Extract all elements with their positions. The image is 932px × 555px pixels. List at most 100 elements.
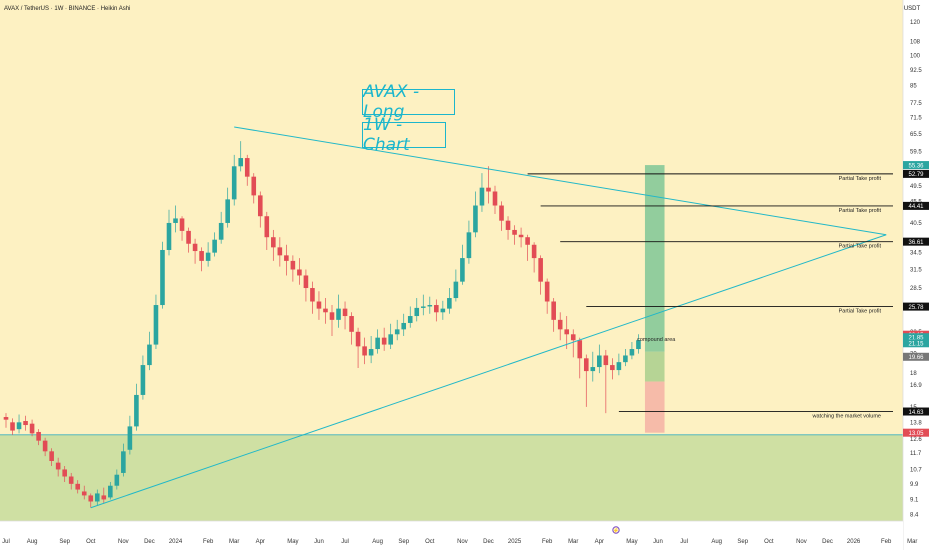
- candle-body[interactable]: [218, 222, 224, 240]
- candles-layer[interactable]: [3, 141, 641, 508]
- candle-body[interactable]: [62, 469, 67, 477]
- candle-body[interactable]: [81, 491, 87, 496]
- candle-body[interactable]: [453, 281, 459, 299]
- candle-body[interactable]: [75, 483, 81, 490]
- candle-body[interactable]: [94, 493, 100, 502]
- candle-body[interactable]: [212, 239, 217, 253]
- candle-body[interactable]: [134, 394, 139, 427]
- candle-body[interactable]: [121, 451, 126, 473]
- candle-body[interactable]: [447, 298, 452, 309]
- candle-body[interactable]: [512, 229, 517, 235]
- candle-body[interactable]: [297, 269, 302, 276]
- candle-body[interactable]: [362, 346, 367, 356]
- candle-body[interactable]: [636, 340, 641, 350]
- price-axis[interactable]: 12010810092.58577.571.565.559.549.545.54…: [902, 0, 932, 550]
- candle-body[interactable]: [525, 237, 530, 245]
- candle-body[interactable]: [597, 355, 602, 368]
- candle-body[interactable]: [381, 337, 387, 345]
- candle-body[interactable]: [492, 191, 498, 206]
- candle-body[interactable]: [434, 305, 439, 313]
- candle-body[interactable]: [290, 260, 296, 270]
- candle-body[interactable]: [264, 216, 270, 238]
- candle-body[interactable]: [284, 255, 289, 261]
- candle-body[interactable]: [310, 288, 315, 302]
- candle-body[interactable]: [101, 495, 107, 500]
- candle-body[interactable]: [316, 301, 322, 309]
- candle-body[interactable]: [538, 258, 543, 282]
- candle-body[interactable]: [583, 358, 589, 372]
- candle-body[interactable]: [88, 495, 94, 502]
- candle-body[interactable]: [323, 308, 328, 313]
- candle-body[interactable]: [349, 316, 354, 332]
- candle-body[interactable]: [505, 220, 511, 230]
- candle-body[interactable]: [199, 251, 204, 261]
- candle-body[interactable]: [610, 365, 615, 371]
- candle-body[interactable]: [3, 417, 9, 420]
- candle-body[interactable]: [160, 249, 165, 306]
- trendline[interactable]: [234, 126, 887, 236]
- candle-body[interactable]: [29, 423, 35, 434]
- candle-body[interactable]: [577, 340, 583, 359]
- candle-body[interactable]: [603, 355, 609, 366]
- candle-body[interactable]: [427, 305, 433, 307]
- candle-body[interactable]: [231, 166, 237, 200]
- candle-body[interactable]: [420, 306, 426, 308]
- candle-body[interactable]: [55, 462, 61, 470]
- candle-body[interactable]: [114, 474, 120, 486]
- candle-body[interactable]: [42, 440, 48, 452]
- candle-body[interactable]: [629, 349, 635, 356]
- candle-body[interactable]: [186, 230, 191, 244]
- candle-body[interactable]: [460, 258, 465, 282]
- candle-body[interactable]: [544, 281, 550, 302]
- candle-body[interactable]: [388, 334, 393, 345]
- candle-body[interactable]: [401, 322, 407, 330]
- time-axis[interactable]: Jul Aug Sep Oct Nov Dec 2024 Feb Mar Apr May Jun Jul…: [0, 520, 917, 550]
- candle-body[interactable]: [466, 232, 472, 259]
- candle-body[interactable]: [153, 305, 159, 345]
- candle-body[interactable]: [414, 307, 420, 317]
- candle-body[interactable]: [394, 329, 400, 335]
- candle-body[interactable]: [10, 422, 15, 431]
- candle-body[interactable]: [616, 362, 622, 371]
- candle-body[interactable]: [277, 247, 283, 256]
- candle-body[interactable]: [407, 316, 413, 323]
- candle-body[interactable]: [271, 237, 276, 248]
- event-marker-icon[interactable]: [612, 526, 620, 534]
- candle-body[interactable]: [368, 349, 374, 356]
- candle-body[interactable]: [192, 243, 198, 252]
- candle-body[interactable]: [127, 426, 133, 450]
- candle-body[interactable]: [473, 205, 478, 233]
- candle-body[interactable]: [23, 420, 28, 426]
- candle-body[interactable]: [375, 337, 380, 350]
- candle-body[interactable]: [590, 367, 596, 372]
- candle-body[interactable]: [557, 319, 563, 330]
- candle-body[interactable]: [179, 218, 185, 231]
- candle-body[interactable]: [486, 187, 491, 192]
- candle-body[interactable]: [257, 195, 263, 217]
- candle-body[interactable]: [238, 158, 244, 167]
- candle-body[interactable]: [166, 222, 172, 250]
- candle-body[interactable]: [16, 422, 22, 430]
- candle-body[interactable]: [173, 218, 178, 223]
- candle-body[interactable]: [147, 344, 152, 366]
- candle-body[interactable]: [36, 431, 41, 441]
- candle-body[interactable]: [518, 234, 524, 238]
- candle-body[interactable]: [49, 451, 54, 461]
- candle-body[interactable]: [531, 244, 537, 259]
- candle-body[interactable]: [623, 355, 628, 363]
- candle-body[interactable]: [499, 205, 504, 221]
- candle-body[interactable]: [108, 485, 113, 498]
- candle-body[interactable]: [479, 187, 485, 206]
- candle-body[interactable]: [140, 365, 146, 395]
- candle-body[interactable]: [68, 476, 74, 484]
- candle-body[interactable]: [570, 334, 576, 341]
- candle-body[interactable]: [303, 275, 309, 289]
- candle-body[interactable]: [244, 158, 250, 177]
- trendline[interactable]: [90, 234, 887, 509]
- candle-body[interactable]: [355, 331, 361, 347]
- candle-body[interactable]: [251, 176, 257, 196]
- candle-body[interactable]: [342, 308, 348, 317]
- candle-body[interactable]: [205, 252, 211, 261]
- candle-body[interactable]: [329, 312, 335, 320]
- candle-body[interactable]: [225, 199, 230, 223]
